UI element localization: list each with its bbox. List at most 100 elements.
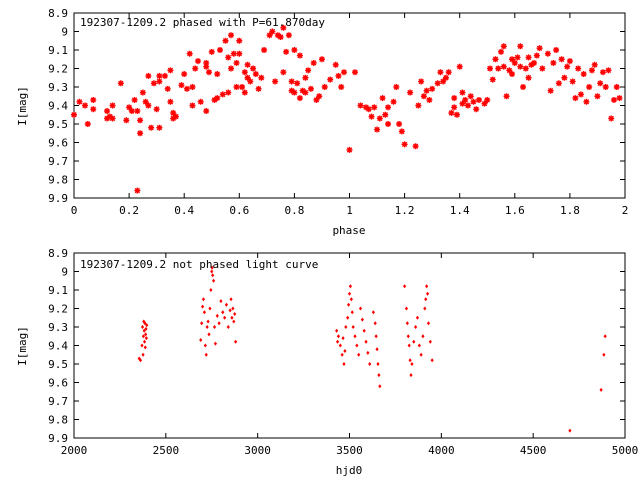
data-point — [188, 83, 197, 91]
data-point — [423, 306, 427, 311]
data-point — [213, 70, 221, 78]
data-point — [103, 107, 111, 115]
y-tick-label: 9.7 — [48, 395, 68, 408]
data-point — [144, 72, 153, 80]
data-point — [293, 79, 301, 88]
data-point — [213, 341, 218, 346]
data-point — [238, 83, 246, 91]
data-point — [166, 66, 175, 75]
data-point — [360, 317, 364, 322]
y-tick-label: 9.1 — [48, 284, 68, 297]
y-tick-label: 9 — [61, 266, 68, 279]
y-axis-title: I[mag] — [16, 326, 29, 366]
data-point — [130, 96, 139, 104]
data-point — [207, 332, 211, 337]
data-point — [486, 64, 494, 73]
data-point — [211, 278, 216, 283]
data-point — [362, 328, 366, 333]
data-point — [414, 101, 423, 110]
data-point — [552, 46, 560, 54]
data-point — [357, 352, 361, 357]
data-point — [341, 336, 345, 341]
x-tick-label: 0.6 — [229, 204, 249, 217]
data-point — [133, 107, 142, 115]
data-point — [428, 85, 436, 93]
data-point — [497, 48, 505, 56]
data-point — [219, 90, 227, 99]
data-point — [230, 50, 238, 58]
data-point — [232, 59, 241, 67]
data-point — [366, 350, 370, 355]
data-point — [571, 94, 580, 102]
axis-ticks — [73, 252, 626, 439]
data-point — [172, 112, 180, 121]
data-point — [340, 352, 344, 357]
data-point — [546, 86, 555, 95]
data-point — [469, 98, 478, 106]
data-point — [403, 284, 407, 289]
data-point — [128, 107, 136, 115]
data-point — [290, 88, 299, 97]
x-tick-label: 3500 — [336, 444, 363, 457]
y-tick-label: 9.5 — [48, 118, 68, 131]
y-tick-label: 9.6 — [48, 137, 68, 150]
data-point — [376, 114, 384, 123]
data-point — [136, 116, 144, 125]
data-point — [186, 50, 194, 58]
data-point — [202, 107, 210, 115]
data-point — [183, 85, 191, 93]
data-point — [411, 142, 420, 150]
y-tick-label: 9.3 — [48, 321, 68, 334]
data-point — [108, 101, 117, 110]
data-point — [538, 64, 547, 73]
data-point — [436, 68, 445, 76]
data-point — [338, 343, 342, 348]
data-point — [395, 120, 403, 128]
phased-light-curve-panel: 0 0.2 0.4 0.6 0.8 1 1.2 1.4 1.6 1.8 2 8.9 9 9.1 9.2 9.… — [16, 7, 628, 237]
data-point — [345, 146, 354, 154]
data-point — [257, 74, 266, 82]
data-point — [335, 339, 340, 344]
x-axis-title: hjd0 — [336, 464, 363, 477]
data-point — [349, 297, 353, 302]
data-point — [555, 79, 563, 88]
data-point — [602, 352, 606, 357]
data-point — [577, 90, 585, 99]
data-point — [364, 339, 368, 344]
data-point — [144, 336, 148, 341]
data-point — [607, 114, 615, 123]
data-point — [199, 337, 203, 342]
data-point — [200, 304, 205, 309]
data-point — [166, 98, 175, 106]
data-point — [347, 291, 352, 296]
data-point — [588, 66, 596, 75]
data-point — [365, 105, 373, 113]
data-point — [461, 96, 469, 104]
data-point — [415, 315, 420, 320]
x-tick-label: 0 — [71, 204, 78, 217]
data-point — [223, 315, 227, 320]
data-point — [301, 74, 310, 82]
data-point — [453, 111, 461, 119]
data-point — [254, 85, 263, 93]
data-point — [205, 68, 213, 76]
plot-frame — [73, 252, 626, 439]
y-tick-label: 9.5 — [48, 358, 68, 371]
data-point — [241, 88, 249, 97]
data-point — [346, 315, 350, 320]
data-point — [604, 66, 613, 75]
data-point — [557, 55, 566, 63]
data-point — [279, 68, 288, 76]
data-point — [84, 120, 92, 128]
data-point — [140, 343, 144, 348]
data-point — [219, 299, 223, 304]
data-point — [202, 310, 207, 315]
y-tick-label: 9.4 — [48, 340, 68, 353]
data-point — [417, 77, 425, 86]
data-point — [144, 101, 153, 110]
x-tick-label: 2500 — [153, 444, 180, 457]
data-point — [342, 362, 346, 366]
x-tick-label: 1.6 — [505, 204, 525, 217]
data-point — [420, 92, 428, 100]
